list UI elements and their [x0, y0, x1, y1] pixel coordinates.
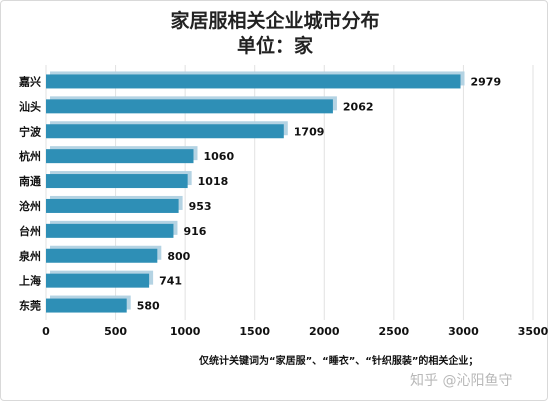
bar-layer [46, 71, 465, 313]
bar [46, 273, 150, 288]
x-tick-label: 1500 [239, 325, 270, 338]
bar [46, 149, 194, 164]
data-label: 2062 [343, 100, 374, 113]
x-tick-label: 2000 [309, 325, 340, 338]
bar [46, 99, 333, 114]
category-label: 汕头 [19, 99, 41, 113]
category-label: 台州 [19, 224, 41, 238]
category-label: 宁波 [19, 124, 42, 138]
x-tick-label: 3500 [518, 325, 549, 338]
label-layer: 嘉兴 2979 汕头 2062 宁波 1709 杭州 1060 南通 1018 沧州 953 台州 916… [18, 74, 501, 312]
category-label: 南通 [19, 174, 41, 188]
x-tick-label: 500 [104, 325, 127, 338]
data-label: 580 [137, 300, 160, 313]
x-tick-label: 0 [42, 325, 50, 338]
category-label: 杭州 [19, 149, 41, 163]
x-tick-label: 3000 [448, 325, 479, 338]
chart-subtitle: 单位：家 [236, 35, 313, 57]
data-label: 800 [167, 250, 190, 263]
bar [46, 198, 179, 213]
bar [46, 174, 188, 189]
data-label: 916 [183, 225, 206, 238]
footnote: 仅统计关键词为“家居服”、“睡衣”、“针织服装”的相关企业； [199, 356, 479, 367]
data-label: 2979 [471, 75, 502, 88]
category-label: 沧州 [19, 199, 41, 213]
data-label: 741 [159, 275, 182, 288]
bar [46, 124, 284, 139]
x-tick-label: 2500 [379, 325, 410, 338]
category-label: 东莞 [19, 299, 41, 313]
category-label: 上海 [19, 274, 41, 288]
bar [46, 248, 158, 263]
x-tick-label: 1000 [170, 325, 201, 338]
bar [46, 298, 127, 313]
data-label: 1060 [203, 150, 234, 163]
data-label: 1709 [294, 125, 325, 138]
data-label: 1018 [198, 175, 229, 188]
bar [46, 74, 461, 89]
bar [46, 223, 174, 238]
tick-layer: 0 500 1000 1500 2000 2500 3000 3500 [42, 325, 548, 338]
category-label: 嘉兴 [18, 74, 41, 88]
chart-title: 家居服相关企业城市分布 [170, 10, 380, 32]
data-label: 953 [189, 200, 212, 213]
category-label: 泉州 [18, 249, 41, 263]
watermark: 知乎 @沁阳鱼守 [410, 373, 513, 389]
